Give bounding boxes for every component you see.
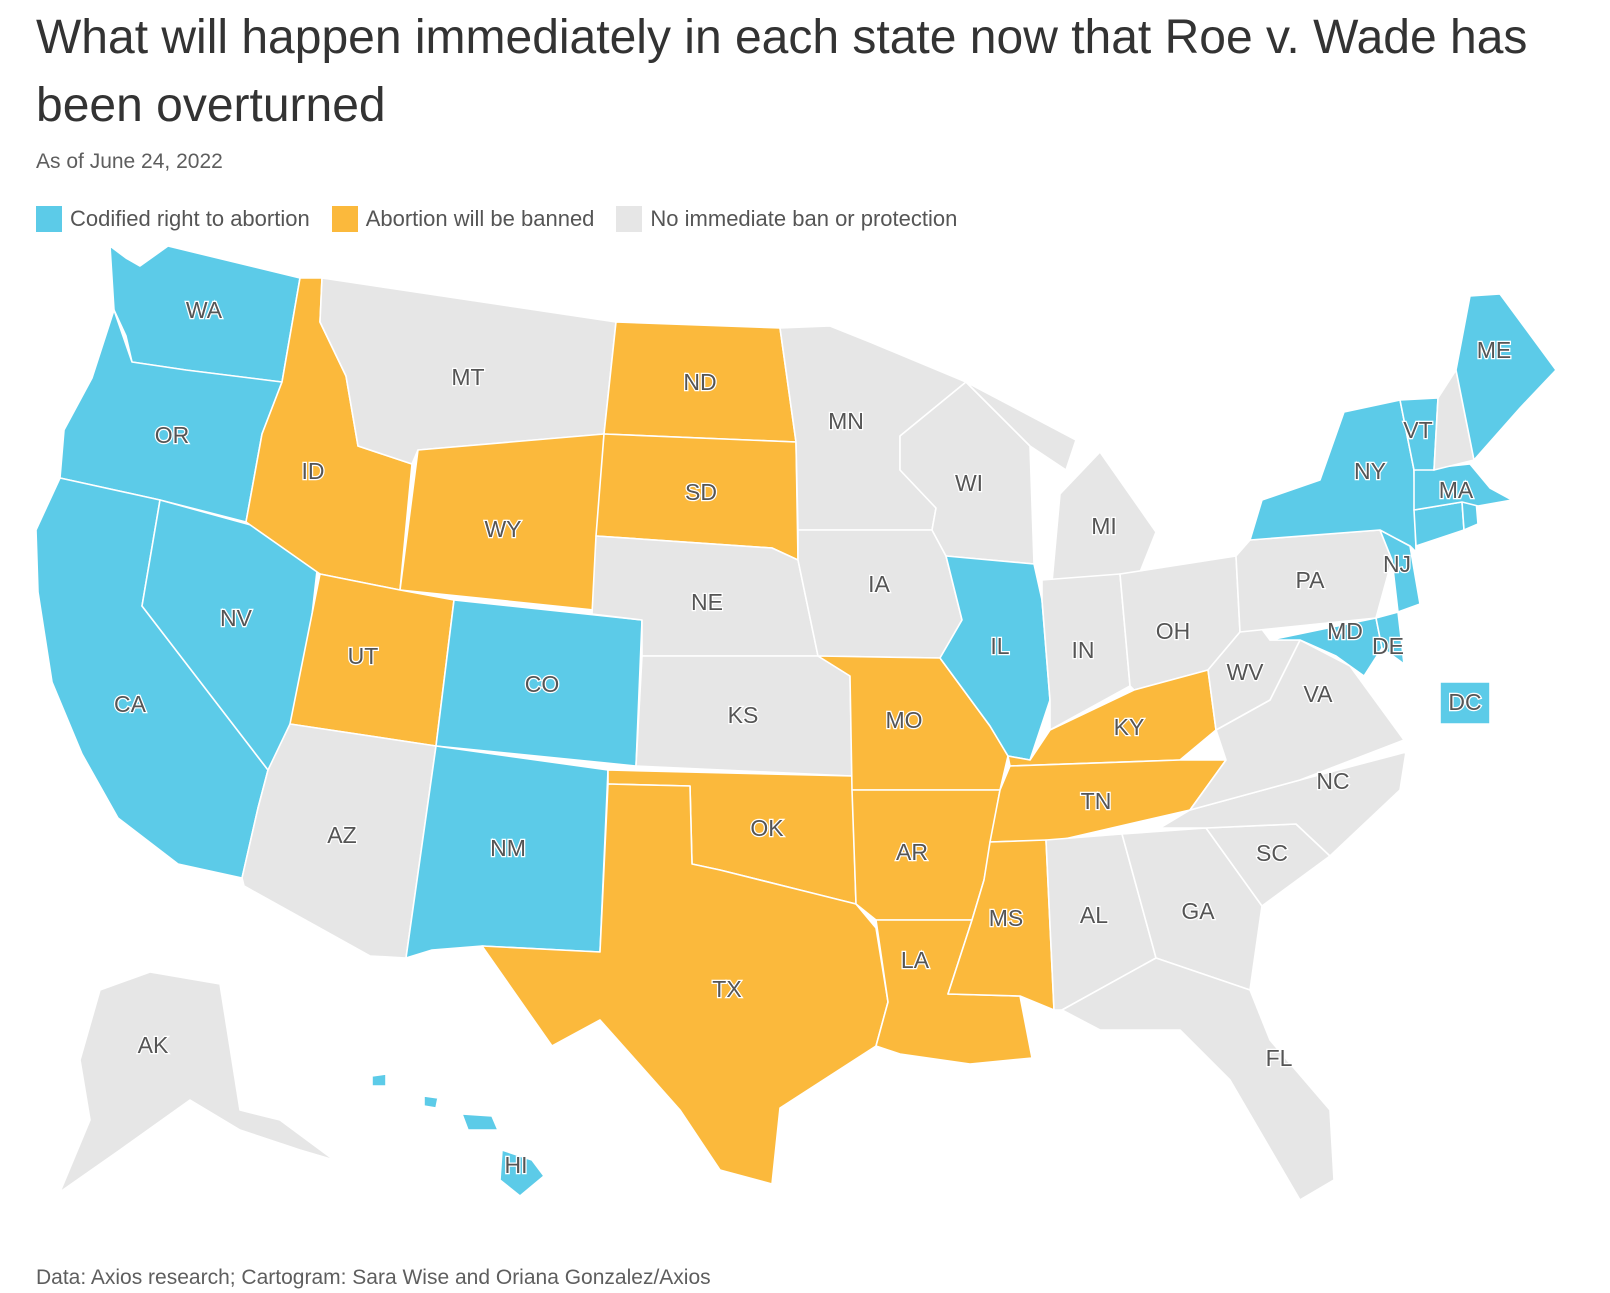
legend-label-banned: Abortion will be banned bbox=[365, 206, 595, 231]
legend: Codified right to abortion Abortion will… bbox=[36, 206, 979, 232]
state-tn[interactable] bbox=[989, 759, 1227, 843]
legend-swatch-none bbox=[616, 206, 643, 232]
state-label-ok: OK bbox=[750, 815, 784, 841]
state-label-az: AZ bbox=[327, 822, 356, 848]
state-label-de: DE bbox=[1372, 633, 1404, 659]
state-label-ak: AK bbox=[138, 1032, 169, 1058]
state-label-nd: ND bbox=[683, 369, 716, 395]
state-dc[interactable] bbox=[1439, 681, 1491, 725]
state-label-wi: WI bbox=[955, 470, 983, 496]
state-label-sd: SD bbox=[685, 479, 717, 505]
state-label-md: MD bbox=[1327, 618, 1363, 644]
state-ma[interactable] bbox=[1413, 463, 1513, 511]
map-title: What will happen immediately in each sta… bbox=[36, 11, 1528, 132]
state-ny[interactable] bbox=[1249, 399, 1417, 553]
legend-item-banned: Abortion will be banned bbox=[331, 206, 595, 232]
state-ak[interactable] bbox=[59, 971, 335, 1193]
legend-item-protected: Codified right to abortion bbox=[36, 206, 310, 232]
state-hi[interactable] bbox=[371, 1073, 545, 1197]
state-label-ks: KS bbox=[728, 702, 759, 728]
state-label-nc: NC bbox=[1316, 768, 1349, 794]
state-label-wa: WA bbox=[186, 297, 223, 323]
state-label-pa: PA bbox=[1296, 567, 1326, 593]
state-label-al: AL bbox=[1080, 902, 1108, 928]
state-label-tx: TX bbox=[712, 976, 741, 1002]
state-label-mn: MN bbox=[828, 408, 864, 434]
state-label-il: IL bbox=[990, 633, 1009, 659]
state-label-ms: MS bbox=[989, 905, 1024, 931]
us-state-map: WA OR CA NV ID MT WY UT AZ CO NM ND SD N… bbox=[35, 245, 1557, 1201]
state-label-ma: MA bbox=[1439, 477, 1474, 503]
state-label-ga: GA bbox=[1181, 898, 1215, 924]
state-label-co: CO bbox=[525, 671, 560, 697]
source-note: Data: Axios research; Cartogram: Sara Wi… bbox=[36, 1266, 711, 1289]
state-label-la: LA bbox=[901, 947, 930, 973]
state-label-oh: OH bbox=[1156, 618, 1191, 644]
state-nc[interactable] bbox=[1159, 751, 1407, 857]
state-label-ut: UT bbox=[348, 643, 379, 669]
state-shapes bbox=[35, 245, 1557, 1201]
state-label-in: IN bbox=[1072, 637, 1095, 663]
state-label-ca: CA bbox=[114, 691, 147, 717]
state-label-ar: AR bbox=[896, 839, 928, 865]
state-label-sc: SC bbox=[1256, 840, 1288, 866]
state-fl[interactable] bbox=[1061, 957, 1335, 1201]
state-label-nv: NV bbox=[220, 605, 253, 631]
state-label-ne: NE bbox=[691, 589, 723, 615]
state-labels: WA OR CA NV ID MT WY UT AZ CO NM ND SD N… bbox=[113, 296, 1513, 1180]
state-label-nm: NM bbox=[490, 835, 526, 861]
state-de[interactable] bbox=[1375, 611, 1405, 665]
legend-item-none: No immediate ban or protection bbox=[616, 206, 957, 232]
state-label-or: OR bbox=[155, 422, 190, 448]
state-label-fl: FL bbox=[1266, 1045, 1293, 1071]
state-label-vt: VT bbox=[1403, 417, 1432, 443]
state-label-mo: MO bbox=[885, 707, 922, 733]
state-me[interactable] bbox=[1455, 293, 1557, 461]
state-tx[interactable] bbox=[481, 783, 889, 1185]
state-label-mt: MT bbox=[451, 364, 484, 390]
state-label-tn: TN bbox=[1081, 788, 1112, 814]
state-label-mi: MI bbox=[1091, 513, 1117, 539]
state-label-ia: IA bbox=[868, 571, 890, 597]
map-subtitle: As of June 24, 2022 bbox=[36, 150, 223, 173]
state-label-dc: DC bbox=[1448, 689, 1481, 715]
state-label-ky: KY bbox=[1114, 714, 1145, 740]
state-label-me: ME bbox=[1477, 337, 1512, 363]
state-label-wy: WY bbox=[484, 516, 521, 542]
state-label-va: VA bbox=[1304, 681, 1334, 707]
legend-label-none: No immediate ban or protection bbox=[650, 206, 958, 231]
legend-swatch-protected bbox=[36, 206, 62, 232]
state-mi[interactable] bbox=[965, 381, 1157, 583]
state-label-ny: NY bbox=[1354, 458, 1386, 484]
state-label-wv: WV bbox=[1226, 659, 1264, 685]
state-ga[interactable] bbox=[1121, 827, 1263, 991]
legend-label-protected: Codified right to abortion bbox=[70, 206, 310, 231]
state-label-id: ID bbox=[302, 458, 325, 484]
state-label-nj: NJ bbox=[1383, 551, 1411, 577]
legend-swatch-banned bbox=[331, 206, 358, 232]
state-label-hi: HI bbox=[505, 1152, 528, 1178]
